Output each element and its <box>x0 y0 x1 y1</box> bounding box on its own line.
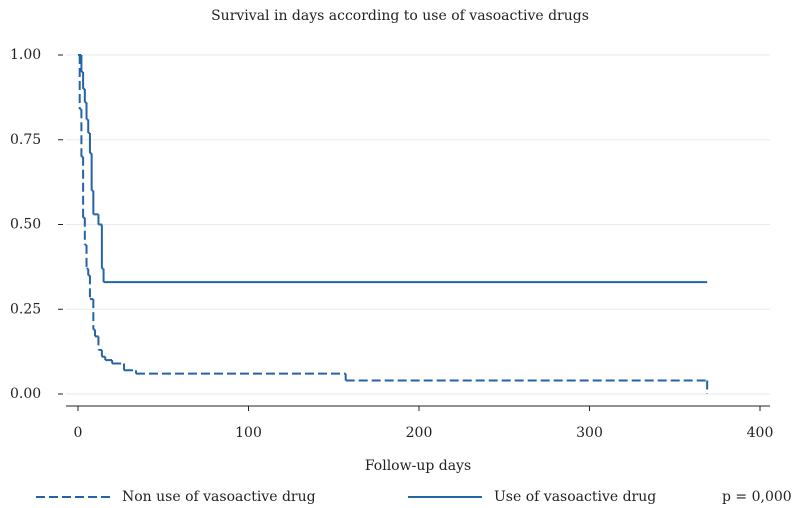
x-axis-label: Follow-up days <box>365 458 471 474</box>
x-tick-label: 300 <box>576 425 603 441</box>
legend-label: Non use of vasoactive drug <box>122 489 316 505</box>
legend-label: Use of vasoactive drug <box>494 489 656 505</box>
y-tick-label: 0.25 <box>10 301 41 317</box>
x-tick-label: 0 <box>74 425 83 441</box>
chart-title: Survival in days according to use of vas… <box>211 8 589 24</box>
y-tick-label: 0.50 <box>10 217 41 233</box>
x-tick-label: 200 <box>406 425 433 441</box>
x-tick-label: 400 <box>747 425 774 441</box>
y-tick-label: 1.00 <box>10 47 41 63</box>
y-tick-label: 0.75 <box>10 132 41 148</box>
y-tick-label: 0.00 <box>10 386 41 402</box>
p-value: p = 0,000 <box>722 489 792 505</box>
x-tick-label: 100 <box>235 425 262 441</box>
